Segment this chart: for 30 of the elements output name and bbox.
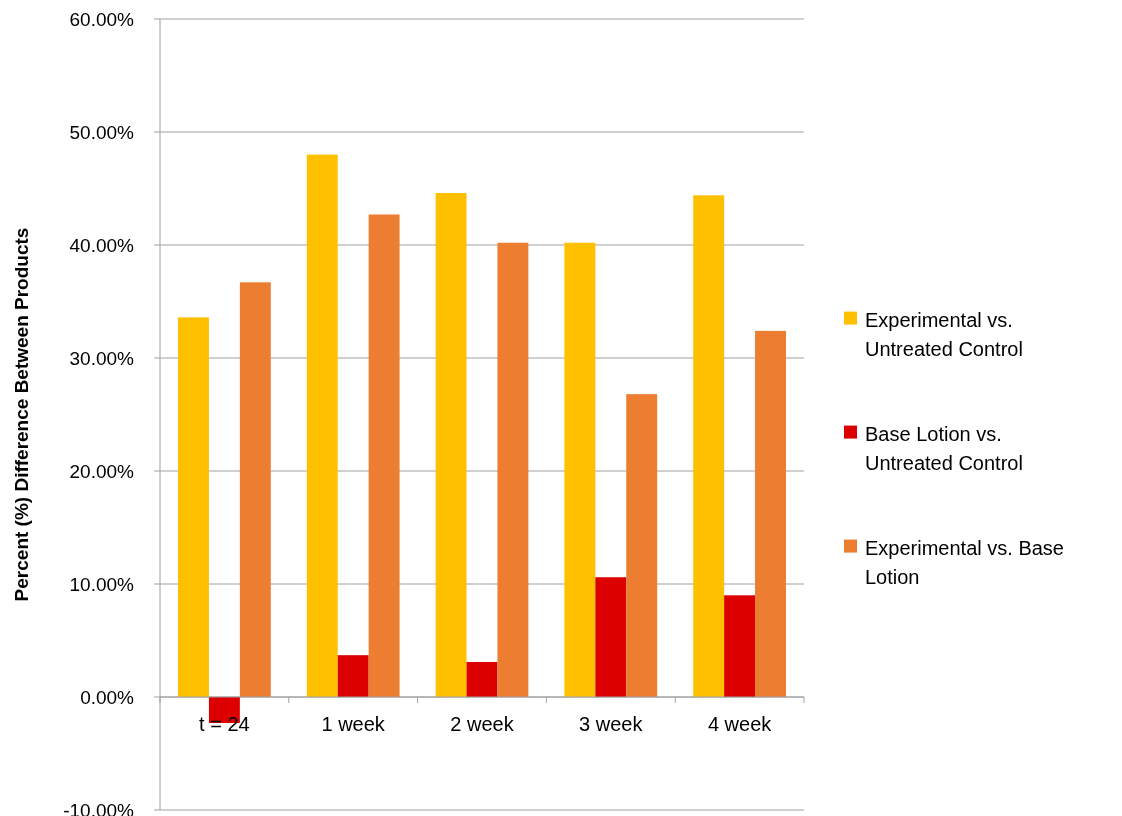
y-axis-title: Percent (%) Difference Between Products <box>11 227 32 602</box>
y-tick-label: 20.00% <box>69 460 135 482</box>
x-tick-label: 3 week <box>579 713 644 735</box>
legend-label: Base Lotion vs. Untreated Control <box>865 422 1023 474</box>
bar <box>306 154 338 697</box>
bar <box>724 595 756 697</box>
bar <box>755 330 786 697</box>
y-tick-label: 50.00% <box>69 121 135 143</box>
bar <box>497 242 529 697</box>
y-tick-label: 30.00% <box>69 347 135 369</box>
bar <box>239 282 271 697</box>
bar <box>564 242 596 697</box>
bar <box>595 577 627 697</box>
x-tick-label: 2 week <box>450 713 515 735</box>
legend-label: Experimental vs. Untreated Control <box>865 308 1023 360</box>
bar <box>368 214 400 697</box>
bar <box>178 317 209 697</box>
y-tick-label: 40.00% <box>69 234 135 256</box>
x-tick-label: 1 week <box>321 713 386 735</box>
y-tick-label: -10.00% <box>63 799 135 816</box>
y-tick-label: 60.00% <box>69 8 135 30</box>
legend-label: Experimental vs. Base Lotion <box>865 536 1064 588</box>
bar <box>337 655 369 697</box>
bar <box>626 394 658 697</box>
x-tick-label: 4 week <box>707 713 773 735</box>
y-tick-label: 10.00% <box>69 573 135 595</box>
bar <box>466 661 498 697</box>
bar <box>435 193 467 697</box>
bar <box>693 195 725 697</box>
y-tick-label: 0.00% <box>80 686 135 708</box>
